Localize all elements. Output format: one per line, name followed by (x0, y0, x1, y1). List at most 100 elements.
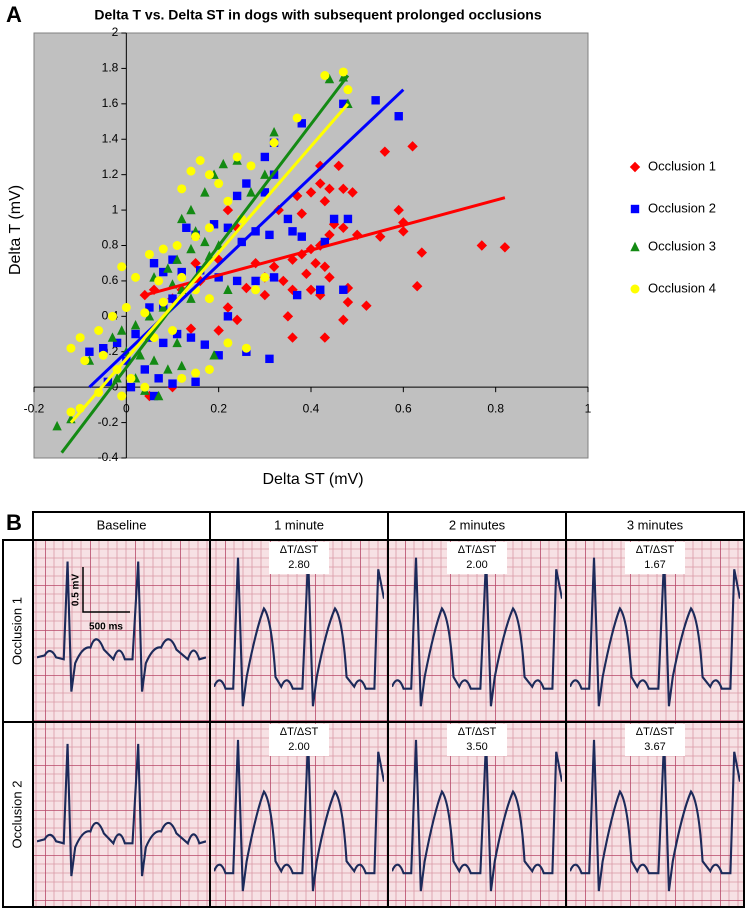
point (191, 232, 201, 242)
point (265, 354, 274, 364)
point (168, 255, 177, 264)
ratio-label: ΔT/ΔST (280, 726, 319, 738)
point (319, 196, 331, 207)
point (260, 272, 270, 282)
point (310, 258, 321, 269)
point (292, 290, 302, 300)
ratio-box (625, 542, 685, 574)
legend-label: Occlusion 2 (648, 200, 716, 215)
point (316, 285, 325, 294)
ratio-value: 3.50 (466, 741, 487, 753)
point (324, 73, 335, 84)
point (269, 138, 279, 148)
point (191, 368, 201, 378)
point (99, 344, 108, 353)
point (158, 302, 168, 312)
point (85, 347, 94, 356)
ratio-box (269, 542, 329, 574)
point (265, 230, 274, 240)
point (117, 325, 127, 335)
point (190, 258, 201, 269)
point (172, 329, 182, 339)
point (98, 350, 108, 360)
point (343, 214, 353, 224)
legend-marker (629, 161, 641, 173)
y-tick-label: 1.8 (102, 61, 119, 75)
point (149, 391, 159, 401)
point (195, 156, 205, 165)
point (121, 302, 131, 312)
x-tick-label: 0 (123, 401, 130, 415)
y-tick-label: 0.6 (102, 273, 119, 287)
legend-marker (630, 241, 640, 252)
point (242, 179, 251, 188)
ratio-value: 1.67 (644, 559, 665, 571)
point (168, 326, 177, 335)
point (223, 284, 233, 294)
point (287, 332, 298, 343)
point (186, 293, 196, 303)
point (66, 407, 76, 417)
point (140, 308, 150, 318)
y-tick-label: 1.4 (102, 131, 119, 145)
point (117, 391, 127, 401)
legend: Occlusion 1 Occlusion 2 Occlusion 3 Occlusi… (629, 158, 716, 295)
x-tick-label: 0.6 (395, 401, 412, 415)
point (305, 187, 317, 198)
point (140, 382, 150, 392)
point (223, 312, 233, 321)
point (75, 333, 85, 343)
point (154, 374, 163, 383)
point (117, 262, 127, 272)
point (200, 187, 210, 197)
point (149, 355, 159, 365)
point (329, 214, 339, 224)
legend-marker (630, 204, 640, 214)
point (338, 314, 349, 326)
y-tick-label: 1 (112, 202, 119, 216)
point (112, 338, 122, 348)
ecg-grid (33, 722, 210, 907)
y-tick-label: -0.2 (98, 415, 119, 429)
point (177, 373, 187, 383)
point (186, 204, 196, 215)
point (292, 113, 302, 123)
point (222, 302, 234, 313)
point (214, 179, 224, 189)
point (204, 223, 214, 233)
point (186, 243, 196, 254)
point (186, 333, 196, 342)
point (131, 329, 140, 339)
point (172, 337, 182, 348)
ecg-grid (33, 540, 210, 722)
point (393, 204, 404, 216)
point (241, 282, 252, 294)
point (319, 261, 331, 272)
point (209, 220, 219, 229)
point (214, 273, 223, 282)
point (130, 319, 141, 330)
y-tick-label: -0.4 (98, 450, 119, 464)
point (131, 272, 141, 282)
point (320, 71, 330, 80)
legend-label: Occlusion 3 (648, 238, 716, 253)
x-tick-label: 1 (585, 401, 592, 415)
ratio-box (625, 724, 685, 756)
point (297, 232, 306, 241)
point (80, 356, 90, 366)
point (269, 273, 279, 282)
point (320, 237, 330, 247)
point (144, 249, 154, 259)
point (144, 311, 155, 321)
x-tick-label: 0.4 (303, 401, 320, 415)
point (324, 229, 335, 241)
scale-label: 500 ms (89, 622, 123, 633)
point (182, 223, 191, 232)
point (222, 204, 234, 216)
column-header: 3 minutes (627, 517, 684, 532)
trendline (88, 88, 405, 389)
point (159, 338, 168, 348)
point (260, 188, 270, 197)
point (398, 226, 409, 237)
ratio-box (447, 542, 507, 574)
